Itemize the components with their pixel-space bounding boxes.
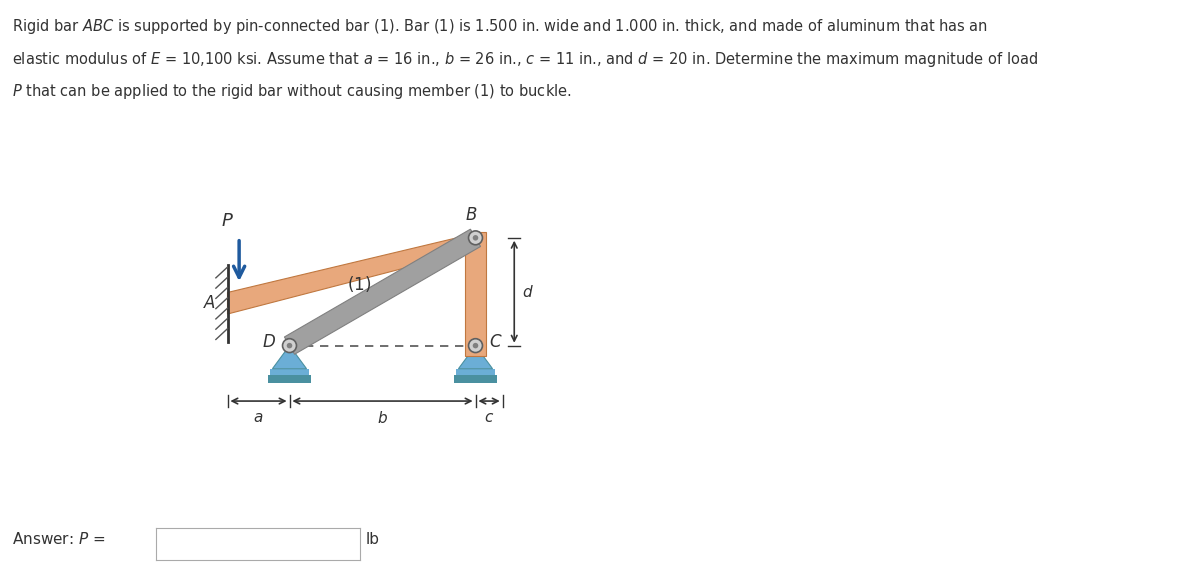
- Text: $A$: $A$: [203, 294, 216, 312]
- Text: $(1)$: $(1)$: [347, 274, 371, 294]
- Text: i: i: [144, 536, 150, 551]
- Text: elastic modulus of $E$ = 10,100 ksi. Assume that $a$ = 16 in., $b$ = 26 in., $c$: elastic modulus of $E$ = 10,100 ksi. Ass…: [12, 50, 1038, 69]
- Text: $b$: $b$: [377, 410, 388, 426]
- Bar: [454, 375, 497, 382]
- Polygon shape: [228, 233, 479, 314]
- Text: $P$: $P$: [221, 212, 234, 230]
- Text: Answer: $P$ =: Answer: $P$ =: [12, 531, 106, 547]
- Text: $c$: $c$: [484, 410, 494, 426]
- Bar: [270, 368, 308, 378]
- Bar: [268, 375, 311, 382]
- Polygon shape: [464, 233, 486, 356]
- Text: Rigid bar $\mathit{ABC}$ is supported by pin-connected bar (1). Bar (1) is 1.500: Rigid bar $\mathit{ABC}$ is supported by…: [12, 17, 988, 37]
- Circle shape: [473, 343, 479, 349]
- Circle shape: [282, 339, 296, 353]
- Circle shape: [473, 235, 479, 241]
- Text: $D$: $D$: [263, 333, 276, 351]
- Polygon shape: [272, 346, 306, 368]
- Text: $a$: $a$: [253, 410, 264, 426]
- Text: $B$: $B$: [466, 206, 478, 224]
- Text: $P$ that can be applied to the rigid bar without causing member (1) to buckle.: $P$ that can be applied to the rigid bar…: [12, 82, 571, 101]
- Text: $d$: $d$: [522, 284, 534, 300]
- Circle shape: [287, 343, 293, 349]
- Text: $C$: $C$: [490, 333, 503, 351]
- Polygon shape: [458, 346, 492, 368]
- Circle shape: [468, 231, 482, 245]
- Circle shape: [468, 339, 482, 353]
- Polygon shape: [284, 229, 480, 354]
- Text: lb: lb: [366, 532, 380, 547]
- Bar: [456, 368, 494, 378]
